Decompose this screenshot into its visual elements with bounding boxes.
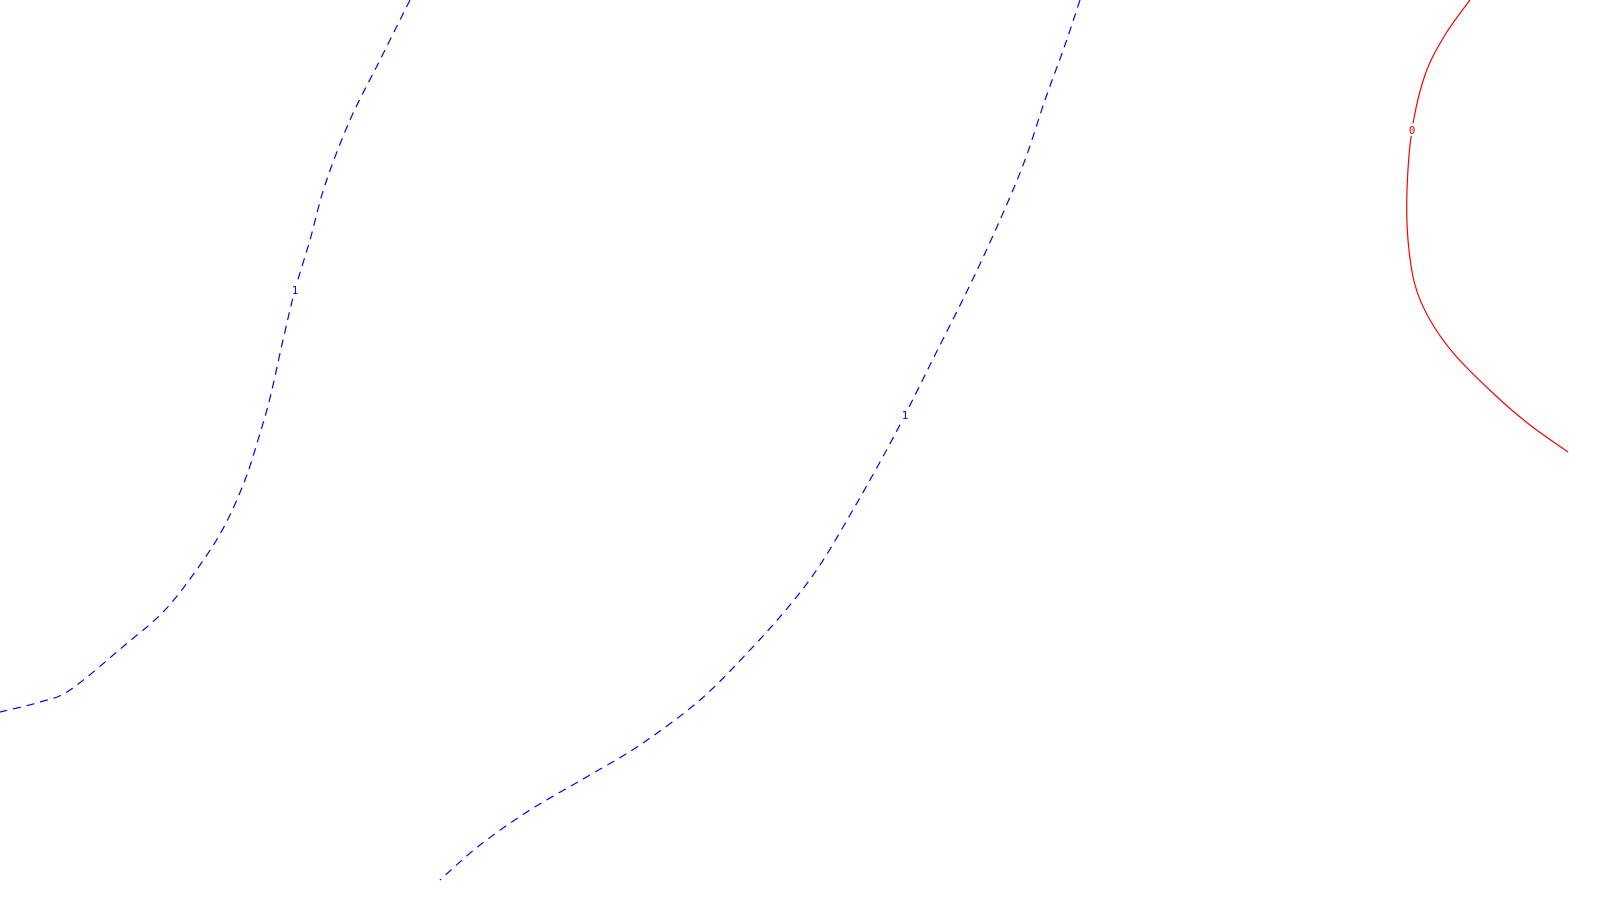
contour-3: 0 <box>1406 0 1569 453</box>
contour-layer: 1 1 0 <box>0 0 1569 881</box>
contour-2: 1 <box>439 0 1081 881</box>
contour-level-label: 1 <box>292 284 299 297</box>
contour-label-background <box>290 283 300 296</box>
contour-label-background <box>1407 123 1417 136</box>
contour-1: 1 <box>0 0 411 713</box>
contour-line-2 <box>439 0 1081 881</box>
contour-label-background <box>900 408 910 421</box>
contour-line-3 <box>1406 0 1569 453</box>
contour-level-label: 1 <box>902 409 909 422</box>
contour-line-1 <box>0 0 411 713</box>
contour-level-label: 0 <box>1409 124 1416 137</box>
